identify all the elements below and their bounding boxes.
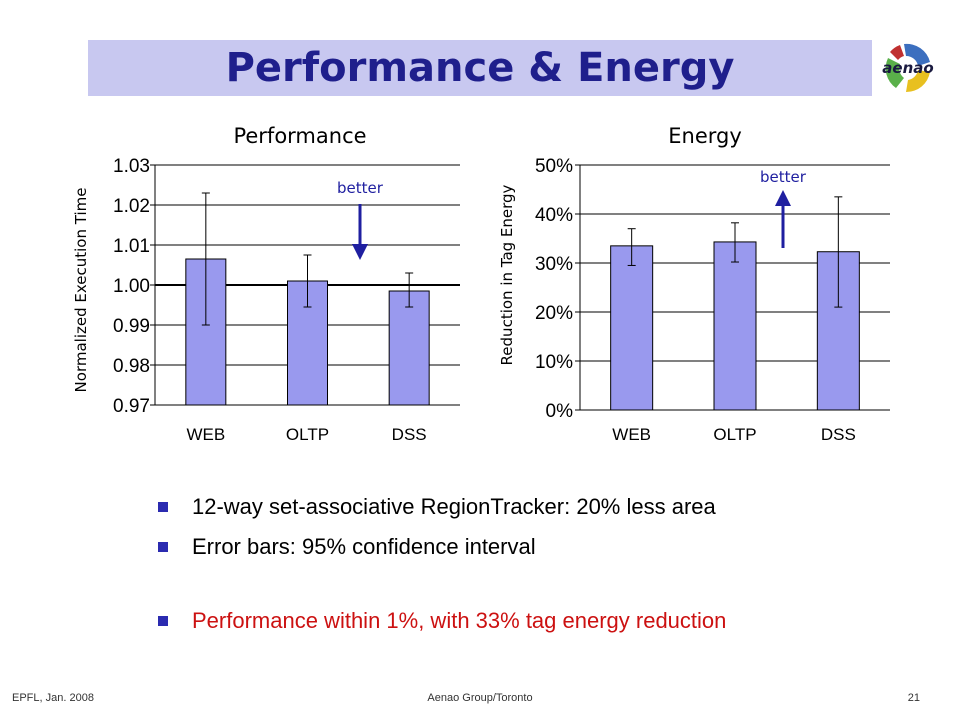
performance-category-label: DSS xyxy=(392,425,427,444)
performance-better-label: better xyxy=(337,179,384,197)
bullet-marker xyxy=(158,616,168,626)
charts-svg: Performance Normalized Execution Time be… xyxy=(72,124,890,444)
bullet-text: 12-way set-associative RegionTracker: 20… xyxy=(192,494,716,519)
bullet-item: 12-way set-associative RegionTracker: 20… xyxy=(158,494,716,520)
c0-arrow-head xyxy=(352,244,368,260)
performance-y-tick-label: 1.01 xyxy=(113,236,150,257)
energy-y-tick-label: 10% xyxy=(535,352,573,373)
footer-page-number: 21 xyxy=(907,692,920,704)
bullet-text: Performance within 1%, with 33% tag ener… xyxy=(192,608,727,633)
energy-category-label: DSS xyxy=(821,425,856,444)
performance-y-tick-label: 1.03 xyxy=(113,156,150,177)
performance-y-tick-label: 0.98 xyxy=(113,356,150,377)
bullet-item: Error bars: 95% confidence interval xyxy=(158,534,536,560)
footer-left: EPFL, Jan. 2008 xyxy=(12,692,94,704)
performance-y-tick-label: 1.00 xyxy=(113,276,150,297)
performance-y-tick-label: 0.99 xyxy=(113,316,150,337)
bullet-marker xyxy=(158,502,168,512)
energy-y-tick-label: 40% xyxy=(535,205,573,226)
performance-chart-title: Performance xyxy=(233,124,366,148)
title-bar xyxy=(88,40,872,96)
performance-chart: Performance Normalized Execution Time be… xyxy=(72,124,460,444)
energy-chart-title: Energy xyxy=(668,124,742,148)
performance-bar-dss xyxy=(388,290,430,406)
bullet-text: Error bars: 95% confidence interval xyxy=(192,534,536,559)
performance-y-tick-label: 0.97 xyxy=(113,396,150,417)
energy-chart: Energy Reduction in Tag Energy better 0%… xyxy=(498,124,890,444)
bullet-marker xyxy=(158,542,168,552)
energy-bar-web xyxy=(610,245,654,411)
performance-category-label: OLTP xyxy=(286,425,329,444)
slide-title: Performance & Energy xyxy=(225,45,735,91)
energy-y-tick-label: 0% xyxy=(546,401,574,422)
energy-y-tick-label: 30% xyxy=(535,254,573,275)
energy-y-tick-label: 20% xyxy=(535,303,573,324)
energy-category-label: WEB xyxy=(612,425,651,444)
aenao-logo: aenao xyxy=(882,43,934,93)
energy-y-tick-label: 50% xyxy=(535,156,573,177)
c1-arrow-head xyxy=(775,190,791,206)
performance-y-axis-label: Normalized Execution Time xyxy=(72,188,90,393)
performance-category-label: WEB xyxy=(186,425,225,444)
energy-y-axis-label: Reduction in Tag Energy xyxy=(498,184,516,365)
footer-center: Aenao Group/Toronto xyxy=(427,692,533,704)
performance-y-tick-label: 1.02 xyxy=(113,196,150,217)
energy-better-label: better xyxy=(760,168,807,186)
energy-bar-oltp xyxy=(713,241,757,411)
bullet-item: Performance within 1%, with 33% tag ener… xyxy=(158,608,726,634)
energy-category-label: OLTP xyxy=(713,425,756,444)
logo-lettering: aenao xyxy=(882,59,933,77)
